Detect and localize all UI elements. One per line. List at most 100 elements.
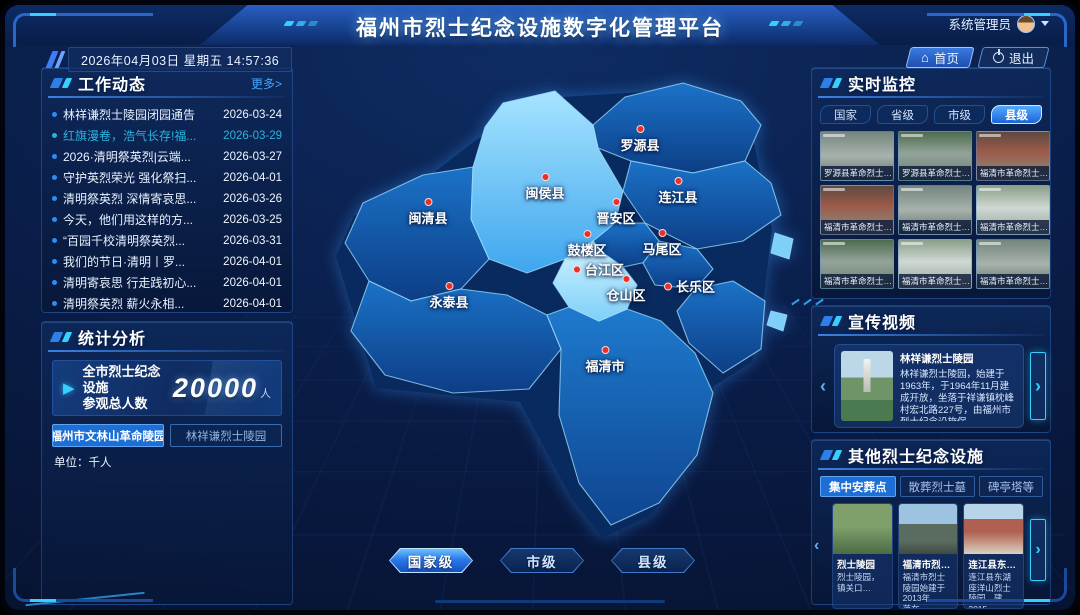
camera-feed[interactable]: 福清市革命烈士… xyxy=(976,131,1050,181)
marker-dot-icon xyxy=(582,230,591,238)
facility-photo xyxy=(964,504,1024,554)
camera-feed[interactable]: 福清市革命烈士… xyxy=(898,185,972,235)
avatar xyxy=(1017,14,1035,33)
news-item[interactable]: 今天，他们用这样的方... 2026-03-25 xyxy=(52,209,282,230)
level-button-county[interactable]: 县级 xyxy=(611,548,695,573)
tab-wenlinshan[interactable]: 福州市文林山革命陵园 xyxy=(52,424,164,447)
district-luoyuan[interactable] xyxy=(592,82,762,174)
title-decoration-left xyxy=(283,21,319,26)
camera-feed[interactable]: 福清市革命烈士… xyxy=(820,185,894,235)
monitor-level-tabs: 国家 省级 市级 县级 xyxy=(820,105,1042,124)
datetime: 2026年04月03日 星期五 14:57:36 xyxy=(68,47,293,72)
news-item[interactable]: 守护英烈荣光 强化祭扫... 2026-04-01 xyxy=(52,167,282,188)
marker-dot-icon xyxy=(611,198,620,206)
news-item[interactable]: 红旗漫卷，浩气长存!福... 2026-03-29 xyxy=(52,125,282,146)
panel-decoration xyxy=(49,332,73,342)
tab-burial-points[interactable]: 集中安葬点 xyxy=(820,476,896,497)
datetime-group: 2026年04月03日 星期五 14:57:36 xyxy=(45,47,293,72)
list-bullet-icon xyxy=(52,217,57,222)
video-card-description: 林祥谦烈士陵园，始建于1963年，于1964年11月建成开放，坐落于祥谦镇枕峰村… xyxy=(900,369,1015,421)
stat-arrow-icon: ▶ xyxy=(63,380,75,397)
list-bullet-icon xyxy=(52,196,57,201)
map-label-mawei[interactable]: 马尾区 xyxy=(642,229,682,259)
panel-title: 统计分析 xyxy=(78,331,147,348)
news-item[interactable]: 清明祭英烈 深情寄哀思... 2026-03-26 xyxy=(52,188,282,209)
tab-linxiangqian[interactable]: 林祥谦烈士陵园 xyxy=(170,424,282,447)
district-changle[interactable] xyxy=(676,280,766,374)
tab-monuments[interactable]: 碑亭塔等 xyxy=(979,476,1043,497)
visitor-total-stat: ▶ 全市烈士纪念设施 参观总人数 20000 人 xyxy=(52,360,282,416)
map-label-minqing[interactable]: 闽清县 xyxy=(408,198,448,228)
news-item[interactable]: 清明祭英烈 薪火永相... 2026-04-01 xyxy=(52,293,282,314)
video-card[interactable]: 林祥谦烈士陵园 林祥谦烈士陵园，始建于1963年，于1964年11月建成开放，坐… xyxy=(834,344,1024,428)
marker-dot-icon xyxy=(657,229,666,237)
fuzhou-map[interactable]: 罗源县 闽侯县 连江县 晋安区 闽清县 鼓楼区 马尾区 台江区 仓山区 长乐区 … xyxy=(293,63,808,553)
panel-title: 工作动态 xyxy=(78,77,147,94)
power-icon xyxy=(992,52,1004,63)
coastal-islet xyxy=(770,232,794,260)
facility-card[interactable]: 连江县东湖座洋山... 连江县东湖座洋山烈士陵园，建于2015… xyxy=(963,503,1025,609)
tab-scattered-graves[interactable]: 散葬烈士墓 xyxy=(899,476,975,497)
news-item[interactable]: 清明寄哀思 行走践初心... 2026-04-01 xyxy=(52,272,282,293)
carousel-next-icon[interactable]: › xyxy=(1030,352,1046,420)
district-gulou-taijiang-cangshan[interactable] xyxy=(552,240,638,322)
map-label-gulou[interactable]: 鼓楼区 xyxy=(567,230,607,260)
news-item[interactable]: “百园千校清明祭英烈... 2026-03-31 xyxy=(52,230,282,251)
map-label-fuqing[interactable]: 福清市 xyxy=(585,346,625,376)
level-button-city[interactable]: 市级 xyxy=(500,548,584,573)
news-item[interactable]: 2026·清明祭英烈|云端... 2026-03-27 xyxy=(52,146,282,167)
list-bullet-icon xyxy=(52,133,57,138)
tab-county[interactable]: 县级 xyxy=(991,105,1042,124)
facility-card[interactable]: 烈士陵园 烈士陵园，镇关口… xyxy=(832,503,893,609)
panel-promo-video: 宣传视频 ‹ 林祥谦烈士陵园 林祥谦烈士陵园，始建于1963年，于1964年11… xyxy=(811,305,1051,433)
panel-decoration xyxy=(819,450,843,460)
camera-feed[interactable]: 福清市革命烈士… xyxy=(820,239,894,289)
carousel-prev-icon[interactable]: ‹ xyxy=(820,375,826,396)
district-lianjiang[interactable] xyxy=(622,160,782,250)
camera-feed[interactable]: 罗源县革命烈士… xyxy=(820,131,894,181)
news-list: 林祥谦烈士陵园闭园通告 2026-03-24 红旗漫卷，浩气长存!福... 2026… xyxy=(42,98,292,314)
marker-dot-icon xyxy=(600,346,609,354)
carousel-prev-icon[interactable]: ‹ xyxy=(814,537,820,554)
user-menu[interactable]: 系统管理员 xyxy=(948,14,1049,33)
map-label-minhou[interactable]: 闽侯县 xyxy=(525,173,565,203)
facility-card[interactable]: 福清市烈士陵园 福清市烈士陵园始建于2013年，坐落在… xyxy=(897,503,959,609)
level-button-national[interactable]: 国家级 xyxy=(389,548,473,573)
marker-dot-icon xyxy=(573,265,581,273)
bottom-decoration-center xyxy=(435,600,665,603)
camera-feed[interactable]: 罗源县革命烈士… xyxy=(898,131,972,181)
marker-dot-icon xyxy=(621,275,630,283)
home-icon: ⌂ xyxy=(921,50,929,65)
home-button[interactable]: ⌂ 首页 xyxy=(905,47,975,68)
camera-feed[interactable]: 福清市革命烈士… xyxy=(976,239,1050,289)
chart-unit-note: 单位：千人 xyxy=(54,457,112,469)
map-label-yongtai[interactable]: 永泰县 xyxy=(429,282,469,312)
panel-monitoring: 实时监控 国家 省级 市级 县级 罗源县革命烈士… 罗源县革命烈士… 福清市革命… xyxy=(811,67,1051,299)
stat-unit: 人 xyxy=(260,387,271,400)
district-minqing[interactable] xyxy=(344,166,490,302)
camera-feed[interactable]: 福清市革命烈士… xyxy=(898,239,972,289)
map-label-changle[interactable]: 长乐区 xyxy=(664,277,715,296)
news-item[interactable]: 我们的节日·清明丨罗... 2026-04-01 xyxy=(52,251,282,272)
tab-national[interactable]: 国家 xyxy=(820,105,871,124)
coastal-islet xyxy=(766,310,788,332)
logout-button[interactable]: 退出 xyxy=(977,47,1050,68)
map-label-luoyuan[interactable]: 罗源县 xyxy=(620,125,660,155)
map-label-cangshan[interactable]: 仓山区 xyxy=(606,275,646,305)
list-bullet-icon xyxy=(52,112,57,117)
tab-municipal[interactable]: 市级 xyxy=(934,105,985,124)
facility-cards: 烈士陵园 烈士陵园，镇关口… 福清市烈士陵园 福清市烈士陵园始建于2013年，坐… xyxy=(832,503,1025,609)
carousel-next-icon[interactable]: › xyxy=(1030,519,1046,581)
title-decoration-right xyxy=(768,21,804,26)
news-item[interactable]: 林祥谦烈士陵园闭园通告 2026-03-24 xyxy=(52,104,282,125)
map-label-lianjiang[interactable]: 连江县 xyxy=(658,177,698,207)
datetime-decoration xyxy=(45,51,66,68)
tab-provincial[interactable]: 省级 xyxy=(877,105,928,124)
camera-feed[interactable]: 福清市革命烈士… xyxy=(976,185,1050,235)
map-label-taijiang[interactable]: 台江区 xyxy=(573,260,624,279)
map-label-jinan[interactable]: 晋安区 xyxy=(596,198,636,228)
more-link[interactable]: 更多> xyxy=(250,76,282,91)
panel-title: 其他烈士纪念设施 xyxy=(848,449,985,466)
home-label: 首页 xyxy=(933,52,959,66)
marker-dot-icon xyxy=(423,198,432,206)
